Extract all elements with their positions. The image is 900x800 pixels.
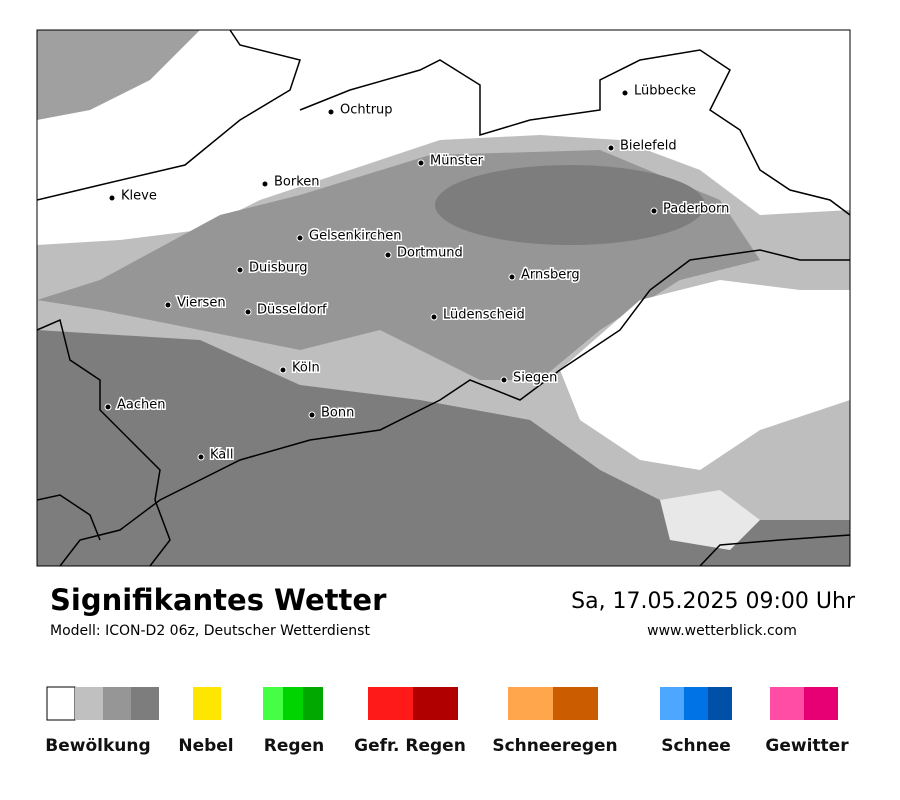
city-dot <box>261 180 269 188</box>
map-frame <box>36 29 851 567</box>
website: www.wetterblick.com <box>647 623 797 639</box>
cloud-dark <box>435 165 705 245</box>
clear-sky <box>37 30 850 245</box>
legend-label: Schneeregen <box>492 736 617 756</box>
borders <box>37 30 850 566</box>
city-dot <box>164 301 172 309</box>
legend-label: Regen <box>264 736 324 756</box>
swatch <box>263 687 283 720</box>
legend-label: Schnee <box>661 736 731 756</box>
city-dot <box>296 234 304 242</box>
legend-label: Bewölkung <box>45 736 150 756</box>
model-info: Modell: ICON-D2 06z, Deutscher Wetterdie… <box>50 623 370 639</box>
legend-label: Gefr. Regen <box>354 736 466 756</box>
city-dot <box>508 273 516 281</box>
map: Ochtrup Lübbecke Bielefeld Münster Borken Kle… <box>37 30 850 566</box>
city-dot <box>104 403 112 411</box>
city-label: Kleve <box>121 189 157 204</box>
city-dot <box>430 313 438 321</box>
swatch <box>131 687 159 720</box>
city-label: Dortmund <box>397 246 463 261</box>
city-label: Bielefeld <box>620 139 677 154</box>
swatch <box>770 687 804 720</box>
city-dot <box>650 207 658 215</box>
title: Signifikantes Wetter <box>50 583 387 617</box>
city-dot <box>327 108 335 116</box>
city-label: Duisburg <box>249 261 308 276</box>
datetime: Sa, 17.05.2025 09:00 Uhr <box>571 589 856 614</box>
swatch <box>684 687 708 720</box>
city-dot <box>244 308 252 316</box>
legend-label: Nebel <box>178 736 233 756</box>
swatch <box>283 687 303 720</box>
city-label: Münster <box>430 154 484 169</box>
city-label: Gelsenkirchen <box>309 229 402 244</box>
city-label: Paderborn <box>663 202 729 217</box>
swatch <box>75 687 103 720</box>
city-label: Bonn <box>321 406 354 421</box>
city-label: Aachen <box>117 398 165 413</box>
swatch <box>553 687 598 720</box>
city-dot <box>236 266 244 274</box>
swatch <box>508 687 553 720</box>
city-label: Köln <box>292 361 320 376</box>
city-dot <box>197 453 205 461</box>
legend: Bewölkung Nebel Regen Gefr. Regen Schnee… <box>45 686 849 756</box>
clear-sky <box>560 280 850 470</box>
city-label: Ochtrup <box>340 103 393 118</box>
city-dot <box>500 376 508 384</box>
swatch <box>413 687 458 720</box>
city-dot <box>607 144 615 152</box>
cloud-thin <box>660 490 760 550</box>
city-dot <box>384 251 392 259</box>
swatch <box>660 687 684 720</box>
city-dot <box>417 159 425 167</box>
cloud-dark <box>37 330 850 566</box>
legend-label: Gewitter <box>765 736 849 756</box>
city-label: Arnsberg <box>521 268 580 283</box>
city-dot <box>108 194 116 202</box>
swatch <box>193 687 221 720</box>
cloud-medium <box>37 30 200 120</box>
city-label: Siegen <box>513 371 557 386</box>
city-label: Viersen <box>177 296 226 311</box>
swatch <box>708 687 732 720</box>
swatch <box>303 687 323 720</box>
city-dot <box>621 89 629 97</box>
city-label: Düsseldorf <box>257 303 327 318</box>
swatch <box>103 687 131 720</box>
swatch <box>368 687 413 720</box>
swatch <box>46 686 76 721</box>
swatch <box>804 687 838 720</box>
city-dot <box>308 411 316 419</box>
cities: Ochtrup Lübbecke Bielefeld Münster Borken Kle… <box>104 82 731 464</box>
city-dot <box>279 366 287 374</box>
city-label: Borken <box>274 175 320 190</box>
city-label: Lübbecke <box>634 84 696 99</box>
city-label: Kall <box>210 448 234 463</box>
city-label: Lüdenscheid <box>443 308 525 323</box>
